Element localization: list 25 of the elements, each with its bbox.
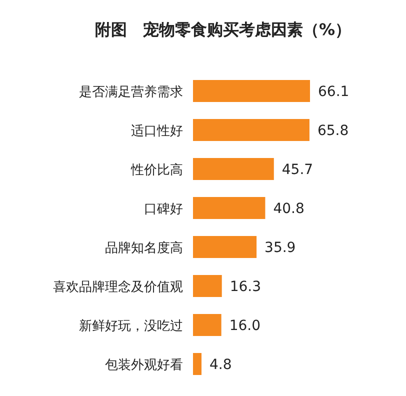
y-tick-label: 适口性好 [131, 124, 183, 139]
data-label: 4.8 [209, 357, 232, 373]
y-tick-label: 性价比高 [130, 162, 183, 178]
chart-title: 附图 宠物零食购买考虑因素（%） [94, 20, 352, 39]
y-tick-label: 口碑好 [144, 202, 183, 217]
data-label: 35.9 [264, 240, 296, 256]
bar [193, 158, 274, 180]
y-tick-label: 包装外观好看 [105, 358, 183, 373]
y-tick-label: 新鲜好玩，没吃过 [79, 319, 183, 334]
bar [193, 119, 310, 141]
bar [193, 314, 222, 336]
data-label: 16.0 [229, 318, 260, 334]
bar [193, 353, 202, 375]
data-label: 16.3 [230, 279, 262, 295]
y-tick-label: 喜欢品牌理念及价值观 [53, 280, 183, 295]
bar [193, 197, 266, 219]
data-label: 40.8 [273, 201, 304, 217]
bar [193, 275, 222, 297]
y-tick-label: 品牌知名度高 [105, 240, 183, 256]
data-label: 65.8 [317, 123, 349, 139]
bar [193, 80, 310, 102]
data-label: 66.1 [318, 84, 350, 100]
data-label: 45.7 [282, 162, 314, 178]
bar [193, 236, 257, 258]
y-tick-label: 是否满足营养需求 [79, 84, 183, 100]
